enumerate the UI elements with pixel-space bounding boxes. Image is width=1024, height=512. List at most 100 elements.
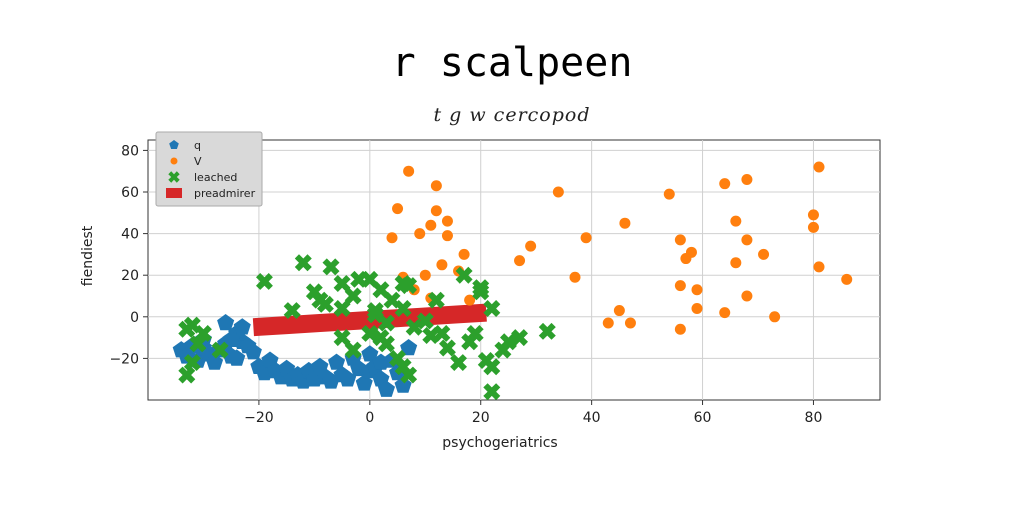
point-leached — [500, 333, 517, 351]
point-leached — [394, 275, 412, 292]
legend-label-V: V — [194, 155, 202, 168]
point-leached — [511, 329, 528, 347]
point-V — [436, 259, 448, 271]
point-leached — [366, 302, 384, 319]
point-V — [807, 209, 819, 221]
point-q — [400, 339, 418, 356]
point-V — [580, 232, 592, 244]
point-leached — [195, 325, 212, 342]
point-V — [613, 305, 625, 317]
point-V — [813, 161, 825, 173]
point-leached — [344, 341, 362, 359]
point-leached — [361, 325, 379, 342]
y-tick-label: −20 — [109, 351, 139, 367]
point-leached — [472, 279, 490, 297]
point-V — [741, 174, 753, 186]
point-V — [813, 261, 825, 273]
legend-marker-V — [170, 157, 178, 165]
legend-marker-leached — [168, 171, 180, 183]
point-leached — [372, 281, 390, 299]
x-tick-label: 80 — [805, 410, 823, 426]
point-V — [386, 232, 398, 244]
point-V — [719, 307, 731, 319]
point-V — [619, 217, 631, 229]
point-V — [514, 255, 526, 267]
point-q — [206, 353, 224, 370]
point-V — [458, 248, 470, 260]
legend-label-leached: leached — [194, 171, 237, 184]
y-tick-label: 20 — [121, 268, 139, 284]
point-leached — [483, 358, 501, 376]
point-q — [361, 345, 379, 362]
point-V — [403, 165, 415, 177]
point-q — [244, 343, 262, 360]
point-leached — [538, 322, 556, 340]
point-leached — [189, 335, 207, 353]
point-V — [674, 280, 686, 292]
point-leached — [344, 287, 362, 305]
point-leached — [483, 300, 501, 317]
y-tick-label: 40 — [121, 227, 139, 243]
point-leached — [322, 258, 340, 276]
data-marks — [172, 161, 853, 401]
point-V — [602, 317, 614, 329]
point-leached — [466, 325, 484, 342]
point-V — [464, 294, 476, 306]
y-tick-label: 80 — [121, 143, 139, 159]
point-V — [569, 271, 581, 283]
series-V — [386, 161, 853, 335]
point-V — [624, 317, 636, 329]
point-V — [719, 178, 731, 190]
point-V — [741, 234, 753, 246]
point-leached — [400, 366, 418, 384]
point-leached — [183, 354, 201, 371]
point-leached — [483, 383, 501, 401]
point-V — [685, 246, 697, 258]
point-leached — [439, 339, 456, 357]
legend-box — [155, 131, 263, 207]
point-leached — [405, 318, 423, 336]
point-V — [758, 248, 770, 260]
point-V — [741, 290, 753, 302]
point-leached — [416, 312, 434, 330]
legend-label-q: q — [194, 139, 201, 152]
point-V — [807, 221, 819, 233]
y-tick-label: 60 — [121, 185, 139, 201]
point-q — [355, 374, 373, 391]
point-V — [663, 188, 675, 200]
x-tick-label: 0 — [365, 410, 374, 426]
point-leached — [361, 270, 379, 288]
point-V — [552, 186, 564, 198]
series-q — [172, 314, 418, 397]
point-leached — [333, 275, 351, 292]
point-V — [441, 230, 453, 242]
point-q — [222, 330, 240, 347]
point-V — [525, 240, 537, 252]
point-leached — [450, 354, 467, 371]
point-leached — [211, 341, 229, 359]
point-leached — [256, 273, 273, 290]
point-leached — [178, 366, 196, 384]
point-V — [674, 234, 686, 246]
point-leached — [317, 295, 334, 313]
tick-labels: −20 0 20 40 60 80 −20 0 20 40 60 80 — [109, 143, 822, 426]
point-q — [233, 318, 251, 335]
point-V — [419, 269, 431, 281]
point-V — [392, 203, 404, 215]
point-q — [377, 380, 395, 397]
point-V — [730, 215, 742, 227]
y-tick-label: 0 — [130, 310, 139, 326]
point-V — [430, 180, 442, 192]
chart-subtitle: t g w cercopod — [433, 104, 591, 126]
legend-label-preadmirer: preadmirer — [194, 187, 256, 200]
y-axis-label: fiendiest — [80, 225, 96, 286]
x-tick-label: 60 — [694, 410, 712, 426]
point-leached — [383, 291, 401, 309]
point-V — [841, 273, 853, 285]
x-tick-label: 20 — [472, 410, 490, 426]
point-V — [441, 215, 453, 227]
point-V — [691, 284, 703, 296]
point-q — [339, 370, 357, 387]
